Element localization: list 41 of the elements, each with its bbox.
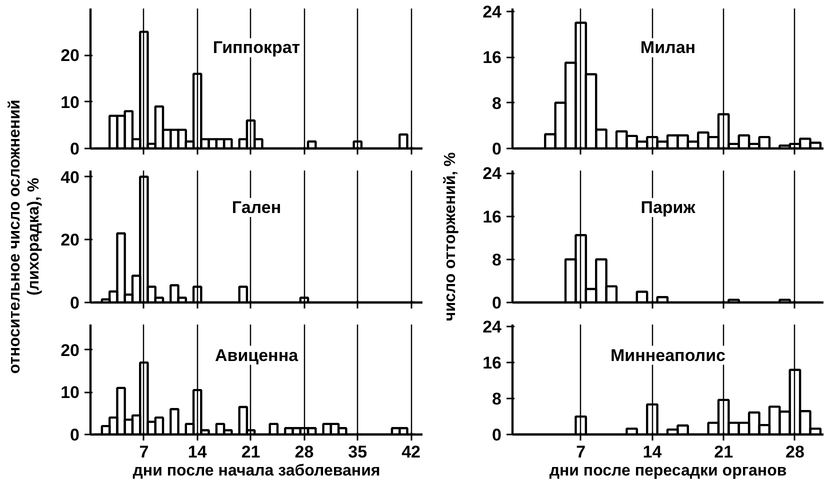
y-tick-label: 0: [492, 294, 502, 312]
x-tick-label: 35: [348, 442, 368, 462]
y-tick-label: 10: [60, 92, 80, 112]
x-tick-label: 14: [188, 442, 208, 462]
y-tick-label: 0: [70, 426, 80, 444]
x-axis-title: дни после начала заболевания: [132, 462, 380, 480]
x-tick-label: 7: [576, 442, 586, 462]
y-tick-label: 24: [482, 318, 502, 337]
x-tick-label: 28: [294, 442, 314, 462]
text: Гиппократ: [212, 38, 300, 58]
text: Авиценна: [214, 346, 299, 365]
text: Париж: [640, 198, 696, 217]
x-tick-label: 7: [139, 442, 149, 462]
x-tick-label: 14: [642, 442, 662, 462]
y-tick-label: 16: [482, 354, 502, 373]
y-tick-label: 8: [492, 250, 502, 270]
x-tick-label: 42: [402, 442, 421, 462]
y-tick-label: 20: [60, 340, 80, 360]
y-tick-label: 20: [60, 46, 80, 66]
y-tick-label: 8: [492, 390, 502, 409]
y-tick-label: 0: [70, 294, 80, 312]
y-axis-title: число отторжений, %: [442, 152, 459, 322]
y-tick-label: 24: [482, 2, 502, 22]
x-tick-label: 21: [241, 442, 260, 462]
y-tick-label: 24: [482, 164, 502, 184]
y-tick-label: 20: [60, 230, 80, 250]
y-tick-label: 16: [482, 48, 502, 68]
text: Миннеаполис: [610, 346, 726, 365]
text: Милан: [640, 38, 696, 58]
y-tick-label: 0: [70, 140, 80, 158]
y-tick-label: 16: [482, 207, 502, 226]
text: Гален: [232, 198, 282, 217]
x-tick-label: 21: [714, 442, 734, 462]
y-tick-label: 0: [492, 140, 502, 158]
y-tick-label: 8: [492, 94, 502, 113]
x-tick-label: 28: [785, 442, 804, 462]
y-tick-label: 0: [492, 426, 502, 444]
x-axis-title: дни после пересадки органов: [549, 462, 787, 480]
y-axis-title: относительное число осложнений (лихорадка), %: [6, 100, 42, 374]
y-tick-label: 40: [60, 168, 80, 187]
y-tick-label: 10: [60, 383, 80, 402]
